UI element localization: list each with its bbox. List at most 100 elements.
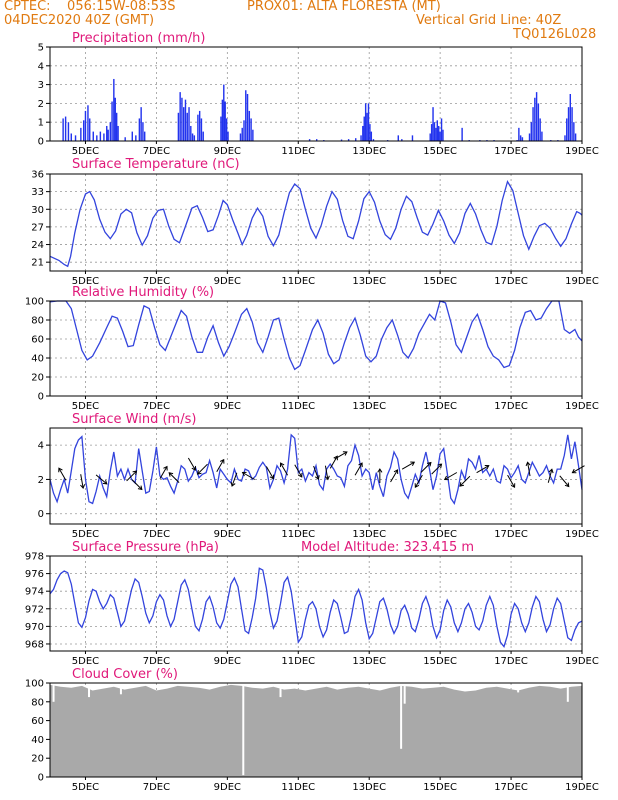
precip-bar [84,110,87,141]
wind-vector-head [58,467,63,473]
wind-vector-head [525,461,531,467]
wind-vector [58,467,67,481]
wind-vector [216,459,225,473]
wind-vector [324,465,329,480]
precip-bar [528,133,531,141]
cloud-gap [566,683,569,702]
wind-vector [559,475,570,487]
precip-bar [138,118,141,141]
precip-bar [74,135,77,141]
wind-vector [242,472,255,480]
ytick-label: 4 [38,61,44,72]
wind-vector-head [342,451,348,456]
precip-bar [571,107,573,141]
cloud-gap [88,683,91,698]
precip-bar [532,107,534,141]
xtick-label: 15DEC [423,276,457,287]
precip-bar [114,97,116,141]
panel-pressure: 968 970 972 974 976 978 5DEC 7DEC 9DEC 11DEC 13DEC… [25,540,599,667]
precip-bar [366,112,368,141]
cloud-gap [119,683,122,695]
wind-line [49,433,583,505]
precip-bar [367,103,370,141]
panel-title: Surface Temperature (nC) [72,157,240,172]
wind-vector-head [132,470,138,476]
precip-bar [566,118,568,141]
xtick-label: 19DEC [565,656,599,667]
precip-bar [80,127,82,141]
ytick-label: 20 [31,754,44,765]
plot-frame [49,555,583,652]
wind-vector [159,466,168,479]
precip-bar [537,103,540,141]
wind-vector-head [333,455,338,461]
xtick-label: 15DEC [423,401,457,412]
xtick-label: 7DEC [143,529,170,540]
precip-bar [227,131,229,141]
wind-vector [420,462,432,473]
xtick-label: 17DEC [494,276,528,287]
precip-bar [535,92,538,141]
xtick-label: 9DEC [214,276,241,287]
wind-vector [507,474,515,488]
ytick-label: 60 [31,335,44,346]
xtick-label: 7DEC [143,146,170,157]
precip-bar [442,129,444,141]
xtick-label: 19DEC [565,529,599,540]
precip-bar [541,131,543,141]
ytick-label: 2 [38,99,44,110]
xtick-label: 13DEC [352,656,386,667]
ytick-label: 100 [25,679,44,690]
precip-bar [70,133,72,141]
xtick-label: 13DEC [352,276,386,287]
ytick-label: 33 [31,187,44,198]
precip-bar [220,116,222,141]
wind-vector-head [548,468,554,474]
panel-title: Surface Pressure (hPa) [72,540,219,555]
precip-bar [106,125,108,141]
xtick-label: 7DEC [143,401,170,412]
wind-vector-head [137,485,143,491]
precip-bar [202,131,204,141]
precip-bar [142,122,144,141]
precip-bar [430,124,433,141]
xtick-label: 7DEC [143,656,170,667]
xtick-label: 17DEC [494,782,528,793]
precip-bar [246,94,249,141]
precip-bar [432,107,434,141]
precip-bar [250,118,252,141]
xtick-label: 5DEC [72,529,99,540]
panel-temperature: 21 24 27 30 33 36 5DEC 7DEC 9DEC 11DEC 13DEC 15DEC 1… [31,157,599,287]
wind-vector [197,463,208,475]
xtick-label: 11DEC [281,529,315,540]
precip-bar [67,122,70,141]
precip-bar [245,90,247,141]
ytick-label: 3 [38,80,44,91]
precip-bar [188,107,190,141]
ytick-label: 21 [31,258,44,269]
precip-bar [223,84,225,141]
cloud-gap [400,683,403,749]
precip-bar [140,107,142,141]
ytick-label: 24 [31,240,44,251]
header-grid-line: Vertical Grid Line: 40Z [416,13,562,28]
precip-bar [360,135,362,141]
ytick-label: 0 [38,392,44,403]
ytick-label: 976 [25,569,44,580]
precip-bar [131,131,133,141]
precip-bar [347,139,350,141]
wind-vector [95,474,108,485]
panel-title: Surface Wind (m/s) [72,412,196,427]
ytick-label: 1 [38,118,44,129]
precip-bar [372,139,375,141]
precip-bar [221,99,224,141]
wind-vector-head [168,472,174,477]
precip-bar [369,124,371,141]
wind-vector [231,472,238,487]
humidity-line [49,300,583,371]
plot-frame [49,46,583,142]
wind-vector-head [314,475,320,481]
precip-bar [363,116,365,141]
panel-cloud-cover: 0 20 40 60 80 100 5DEC 7DEC 9DEC 11DEC 13DEC 15DEC 1… [25,667,599,793]
precip-bar [193,135,196,141]
